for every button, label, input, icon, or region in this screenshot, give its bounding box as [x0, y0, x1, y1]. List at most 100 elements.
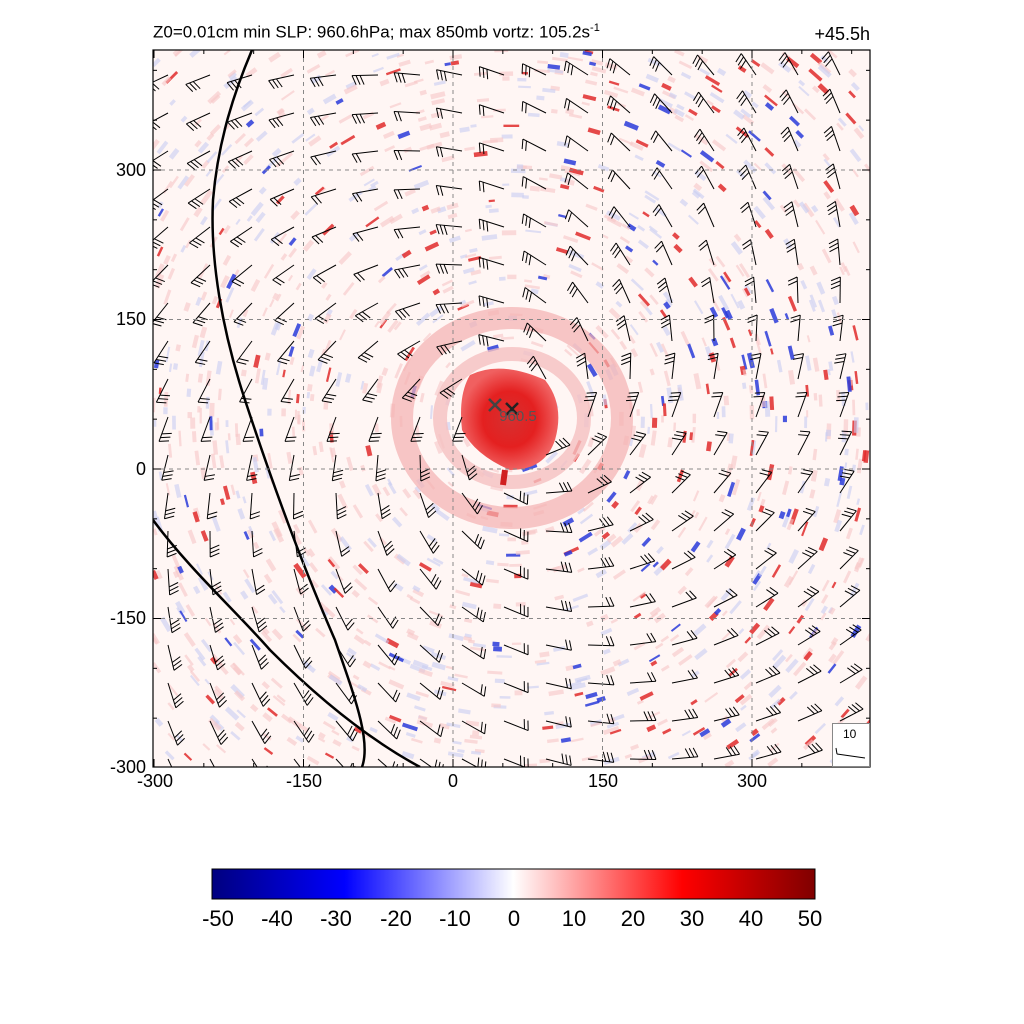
- wind-barb: [357, 340, 379, 363]
- wind-barb: [293, 720, 315, 743]
- center-pressure-label: 960.5: [499, 408, 537, 425]
- wind-barb: [790, 314, 801, 342]
- wind-barb: [419, 682, 444, 700]
- wind-barb: [368, 416, 382, 442]
- wind-barb: [797, 664, 822, 684]
- wind-barb: [713, 706, 740, 722]
- wind-legend: 10: [832, 723, 870, 767]
- wind-barb: [335, 758, 356, 767]
- forecast-hour: +45.5h: [814, 24, 870, 44]
- wind-barb: [270, 226, 295, 247]
- wind-barb: [735, 53, 757, 76]
- wind-barb: [394, 264, 421, 279]
- wind-barb: [293, 530, 307, 558]
- x-tick-label: -300: [136, 771, 174, 791]
- y-tick-label: 150: [115, 309, 146, 329]
- wind-barb: [167, 682, 184, 709]
- wind-barb: [227, 150, 253, 169]
- wind-barb: [435, 185, 463, 196]
- wind-barb: [310, 150, 337, 166]
- wind-barb: [629, 431, 647, 456]
- wind-barb: [787, 276, 799, 304]
- wind-barb: [293, 758, 311, 767]
- wind-barb: [668, 392, 682, 418]
- wind-barb: [435, 146, 463, 158]
- wind-barb: [288, 454, 300, 482]
- wind-barb: [626, 392, 640, 418]
- wind-barb: [612, 278, 631, 304]
- wind-barb: [795, 392, 808, 418]
- wind-barb: [435, 263, 463, 274]
- y-tick-label: -150: [109, 608, 146, 628]
- wind-barb: [545, 561, 573, 573]
- wind-barb: [692, 54, 715, 76]
- wind-barb: [753, 392, 766, 418]
- wind-barb: [335, 682, 357, 705]
- wind-barb: [335, 492, 347, 520]
- wind-barb: [564, 135, 589, 152]
- wind-barb: [522, 287, 547, 304]
- colorbar-tick: -40: [261, 906, 293, 931]
- wind-barb: [545, 437, 571, 456]
- wind-barb: [158, 416, 172, 442]
- axis-ticks: [153, 50, 870, 767]
- wind-barb: [419, 720, 444, 738]
- wind-barb: [621, 352, 632, 380]
- wind-barb: [839, 546, 859, 570]
- wind-barb: [167, 758, 173, 767]
- wind-barb: [834, 353, 847, 380]
- colorbar-tick: 20: [620, 906, 646, 931]
- wind-barb: [755, 547, 777, 570]
- colorbar-tick: 0: [507, 906, 521, 931]
- wind-barb: [153, 264, 169, 288]
- wind-barb: [435, 224, 463, 235]
- wind-barb: [377, 530, 395, 556]
- wind-barb: [478, 218, 505, 232]
- x-tick-label: 150: [587, 771, 619, 791]
- wind-barb: [755, 430, 769, 456]
- wind-barb: [310, 188, 337, 205]
- wind-barb: [629, 512, 654, 532]
- wind-barb: [293, 492, 304, 520]
- wind-barb: [167, 644, 183, 671]
- wind-barb: [331, 454, 344, 482]
- wind-barb: [269, 150, 295, 168]
- wind-barb: [742, 239, 757, 266]
- wind-barb: [671, 747, 699, 760]
- wind-barb: [713, 627, 739, 646]
- wind-barb: [711, 392, 724, 418]
- wind-legend-label: 10: [843, 727, 857, 741]
- wind-barb: [521, 138, 547, 152]
- wind-barb: [246, 454, 258, 481]
- wind-barb: [629, 711, 657, 722]
- wind-barb: [478, 66, 505, 80]
- wind-barb: [251, 682, 271, 707]
- wind-barb: [284, 416, 297, 442]
- wind-barb: [478, 142, 505, 155]
- wind-barb: [206, 492, 218, 520]
- wind-barb: [478, 256, 505, 270]
- wind-barb: [671, 550, 696, 570]
- wind-barb: [251, 530, 263, 558]
- wind-barb: [828, 238, 841, 266]
- wind-barb: [671, 430, 687, 456]
- wind-barb: [792, 353, 805, 380]
- wind-barb: [839, 507, 857, 532]
- wind-barb: [251, 644, 269, 670]
- wind-barb: [186, 150, 211, 171]
- wind-barb: [503, 643, 529, 656]
- plot-frame: [152, 49, 871, 768]
- wind-barb: [377, 720, 401, 740]
- colorbar-tick: 30: [679, 906, 705, 931]
- wind-barb: [607, 132, 631, 152]
- wind-barb: [435, 302, 463, 314]
- wind-barb: [755, 665, 781, 684]
- wind-barb: [249, 492, 261, 520]
- wind-barb: [185, 74, 211, 92]
- wind-barb: [335, 644, 356, 668]
- wind-barb: [629, 672, 657, 684]
- wind-barb: [825, 163, 841, 190]
- wind-barb: [564, 209, 589, 228]
- wind-barb: [503, 603, 529, 618]
